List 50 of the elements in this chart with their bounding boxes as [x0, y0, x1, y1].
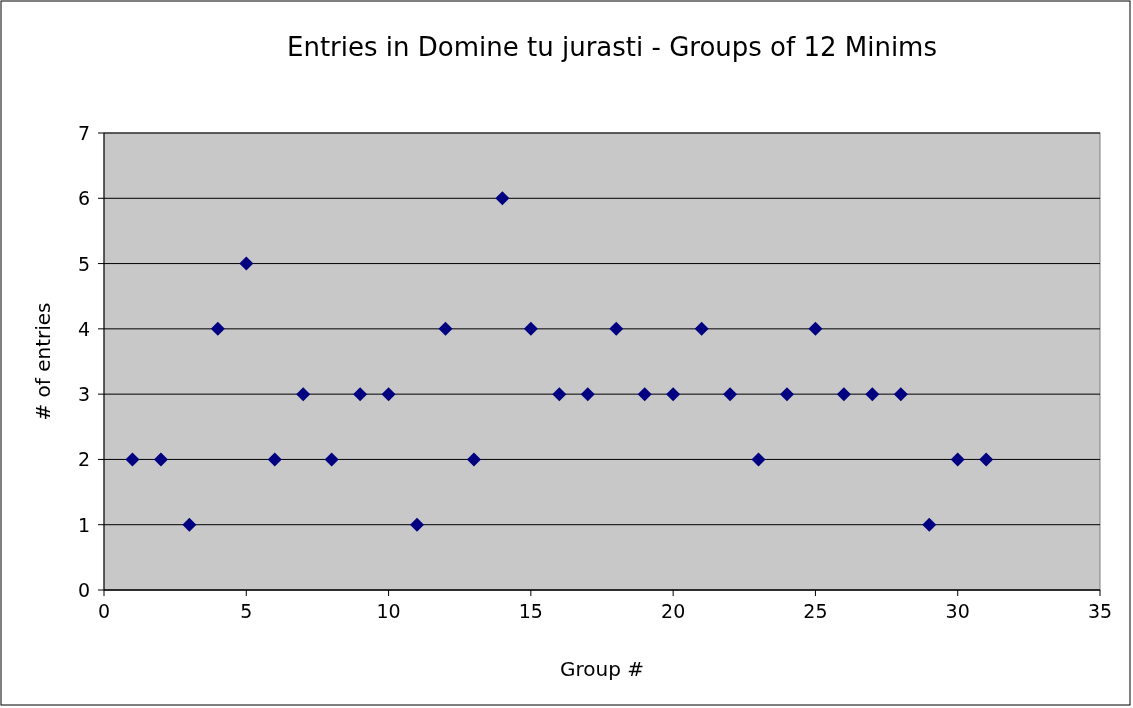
y-tick-label: 1: [77, 513, 90, 536]
x-tick-label: 0: [97, 600, 111, 622]
y-tick-label: 6: [77, 187, 90, 210]
point: [410, 517, 425, 532]
point: [239, 256, 254, 271]
point: [893, 387, 908, 402]
point: [296, 387, 311, 402]
point: [637, 387, 652, 402]
x-tick-label: 30: [945, 600, 970, 622]
y-tick-label: 7: [77, 122, 90, 144]
y-tick-label: 3: [77, 383, 90, 406]
point: [865, 387, 880, 402]
point: [125, 452, 140, 467]
y-tick-label: 5: [77, 252, 90, 275]
point: [523, 321, 538, 336]
point: [381, 387, 396, 402]
point: [779, 387, 794, 402]
point: [836, 387, 851, 402]
y-tick-label: 0: [77, 579, 90, 601]
point: [210, 321, 225, 336]
point: [922, 517, 937, 532]
point: [751, 452, 766, 467]
x-axis-title: Group #: [559, 657, 645, 681]
y-tick-label: 2: [77, 448, 90, 471]
point: [979, 452, 994, 467]
point: [580, 387, 595, 402]
chart-title: Entries in Domine tu jurasti - Groups of 12 Minims: [286, 32, 938, 62]
point: [694, 321, 709, 336]
point: [267, 452, 282, 467]
point: [495, 191, 510, 206]
point: [353, 387, 368, 402]
x-tick-label: 15: [518, 600, 543, 622]
point: [153, 452, 168, 467]
x-tick-label: 35: [1087, 600, 1113, 622]
point: [552, 387, 567, 402]
point: [723, 387, 738, 402]
y-tick-label: 4: [77, 317, 90, 340]
point: [182, 517, 197, 532]
x-tick-label: 20: [661, 600, 686, 622]
point: [324, 452, 339, 467]
x-tick-label: 25: [803, 600, 828, 622]
point: [950, 452, 965, 467]
x-tick-label: 5: [240, 600, 253, 622]
point: [609, 321, 624, 336]
point: [466, 452, 481, 467]
x-tick-label: 10: [376, 600, 401, 622]
point: [808, 321, 823, 336]
y-axis-title: # of entries: [31, 302, 55, 421]
point: [666, 387, 681, 402]
point: [438, 321, 453, 336]
